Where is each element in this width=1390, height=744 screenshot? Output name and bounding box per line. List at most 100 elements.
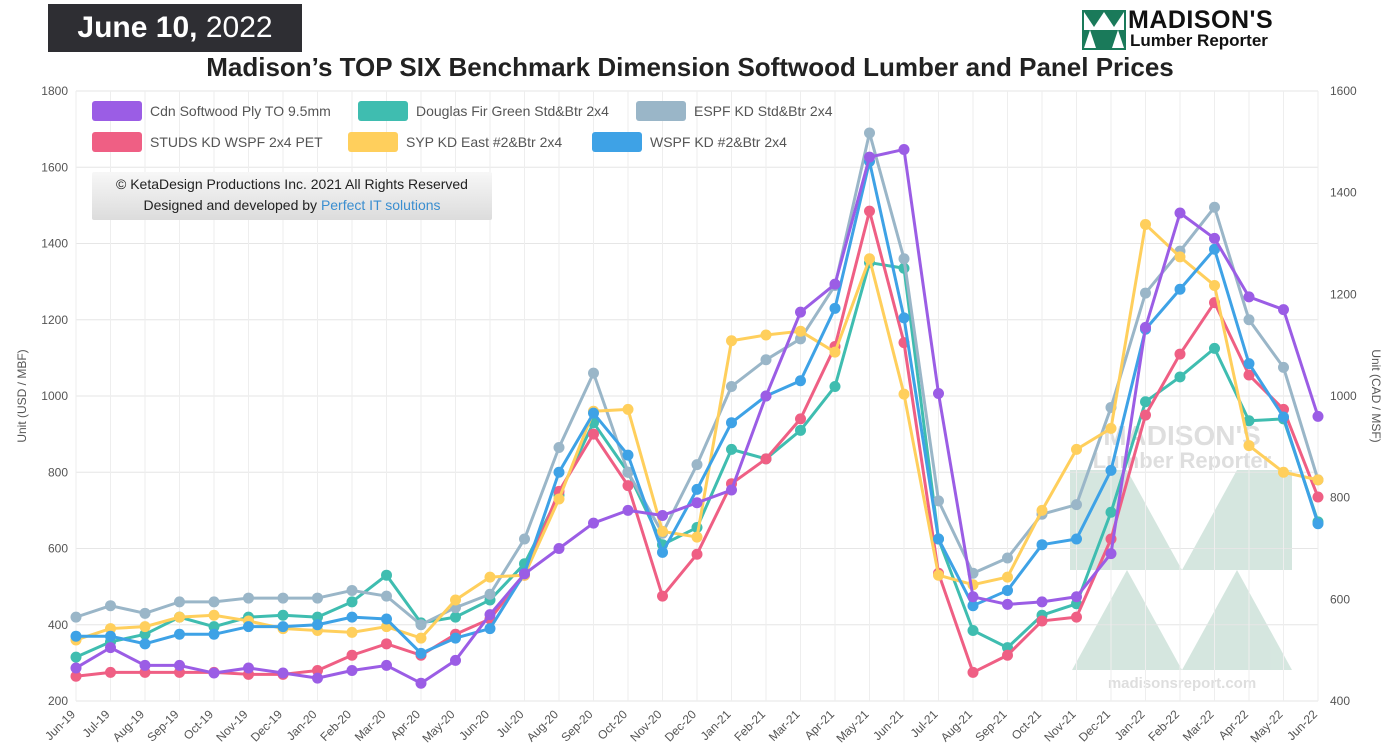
data-point: [622, 449, 634, 461]
data-point: [415, 619, 427, 631]
data-point: [1140, 218, 1151, 230]
y-left-tick-label: 1400: [41, 237, 68, 251]
data-point: [346, 665, 358, 676]
x-tick-label: Jun-19: [42, 707, 78, 743]
data-point: [381, 638, 392, 650]
data-point: [864, 253, 875, 265]
data-point: [1278, 304, 1289, 316]
legend: Cdn Softwood Ply TO 9.5mm Douglas Fir Gre…: [92, 101, 833, 152]
data-point: [139, 638, 151, 650]
x-tick-label: Jun-21: [870, 707, 906, 743]
legend-label: Douglas Fir Green Std&Btr 2x4: [416, 103, 609, 119]
developer-line: Designed and developed by Perfect IT sol…: [92, 195, 492, 216]
data-point: [1209, 232, 1220, 244]
watermark-notch-1: [1127, 470, 1237, 570]
series-group: [70, 127, 1324, 689]
y-left-tick-label: 1000: [41, 389, 68, 403]
data-point: [484, 588, 496, 600]
x-tick-label: Aug-20: [524, 707, 561, 744]
y-left-tick-label: 800: [48, 465, 68, 479]
x-tick-label: Oct-19: [181, 707, 217, 743]
legend-swatch: [92, 101, 142, 121]
x-tick-label: Mar-21: [766, 707, 803, 744]
x-tick-label: Dec-21: [1076, 707, 1113, 744]
data-point: [312, 672, 323, 684]
data-point: [70, 670, 82, 682]
data-point: [105, 623, 116, 635]
x-tick-label: Mar-22: [1180, 707, 1217, 744]
x-tick-label: Apr-22: [1216, 707, 1252, 743]
data-point: [691, 548, 703, 560]
data-point: [346, 611, 358, 623]
legend-label: STUDS KD WSPF 2x4 PET: [150, 134, 323, 150]
data-point: [1071, 533, 1082, 545]
data-point: [588, 407, 599, 419]
y-left-tick-label: 200: [48, 694, 68, 708]
y-left-tick-label: 600: [48, 542, 68, 556]
data-point: [243, 662, 254, 674]
y-right-tick-label: 1400: [1330, 186, 1357, 200]
date-month-day: June 10,: [77, 11, 198, 44]
data-point: [1105, 506, 1117, 518]
data-point: [829, 278, 841, 290]
data-point: [415, 647, 427, 659]
date-year: 2022: [205, 11, 273, 44]
data-point: [1278, 466, 1289, 478]
chart-title: Madison’s TOP SIX Benchmark Dimension So…: [206, 52, 1174, 82]
data-point: [1105, 548, 1117, 560]
watermark-tree-left: [1072, 570, 1182, 670]
developer-link[interactable]: Perfect IT solutions: [320, 197, 441, 213]
legend-swatch: [358, 101, 408, 121]
data-point: [864, 205, 875, 217]
data-point: [933, 533, 944, 545]
data-point: [277, 621, 289, 633]
legend-swatch: [92, 132, 142, 152]
data-point: [622, 403, 634, 415]
data-point: [1209, 342, 1220, 354]
data-point: [933, 495, 944, 507]
data-point: [174, 659, 185, 671]
data-point: [657, 546, 668, 558]
x-tick-label: Oct-21: [1009, 707, 1045, 743]
x-tick-label: Jul-20: [494, 707, 527, 740]
data-point: [829, 346, 841, 358]
data-point: [1174, 348, 1186, 360]
data-point: [381, 621, 392, 633]
y-left-axis-title: Unit (USD / MBF): [15, 349, 29, 442]
data-point: [1071, 443, 1082, 455]
data-point: [1002, 552, 1013, 564]
data-point: [726, 484, 737, 496]
x-tick-label: Aug-21: [938, 707, 975, 744]
data-point: [553, 493, 565, 505]
data-point: [105, 600, 116, 612]
data-point: [1140, 396, 1151, 408]
data-point: [208, 667, 220, 679]
data-point: [1174, 283, 1186, 295]
data-point: [1243, 291, 1255, 303]
x-tick-label: Jun-22: [1284, 707, 1320, 743]
data-point: [243, 621, 254, 633]
data-point: [139, 659, 151, 671]
data-point: [312, 619, 323, 631]
data-point: [381, 613, 392, 625]
data-point: [208, 609, 220, 621]
x-tick-label: May-22: [1247, 707, 1285, 744]
data-point: [1105, 464, 1117, 476]
data-point: [1002, 642, 1013, 654]
x-tick-label: Sep-19: [144, 707, 181, 744]
y-right-tick-label: 600: [1330, 592, 1350, 606]
data-point: [1312, 491, 1324, 503]
x-tick-label: Jun-20: [456, 707, 492, 743]
data-point: [1140, 287, 1151, 299]
data-point: [415, 677, 427, 689]
x-tick-label: Nov-20: [627, 707, 664, 744]
data-point: [1209, 243, 1220, 255]
data-point: [1071, 591, 1082, 603]
data-point: [381, 569, 392, 581]
data-point: [312, 611, 323, 623]
data-point: [967, 600, 979, 612]
data-point: [1174, 207, 1186, 219]
data-point: [208, 596, 220, 608]
data-point: [243, 592, 254, 604]
logo-tree-icon: [1082, 10, 1126, 50]
